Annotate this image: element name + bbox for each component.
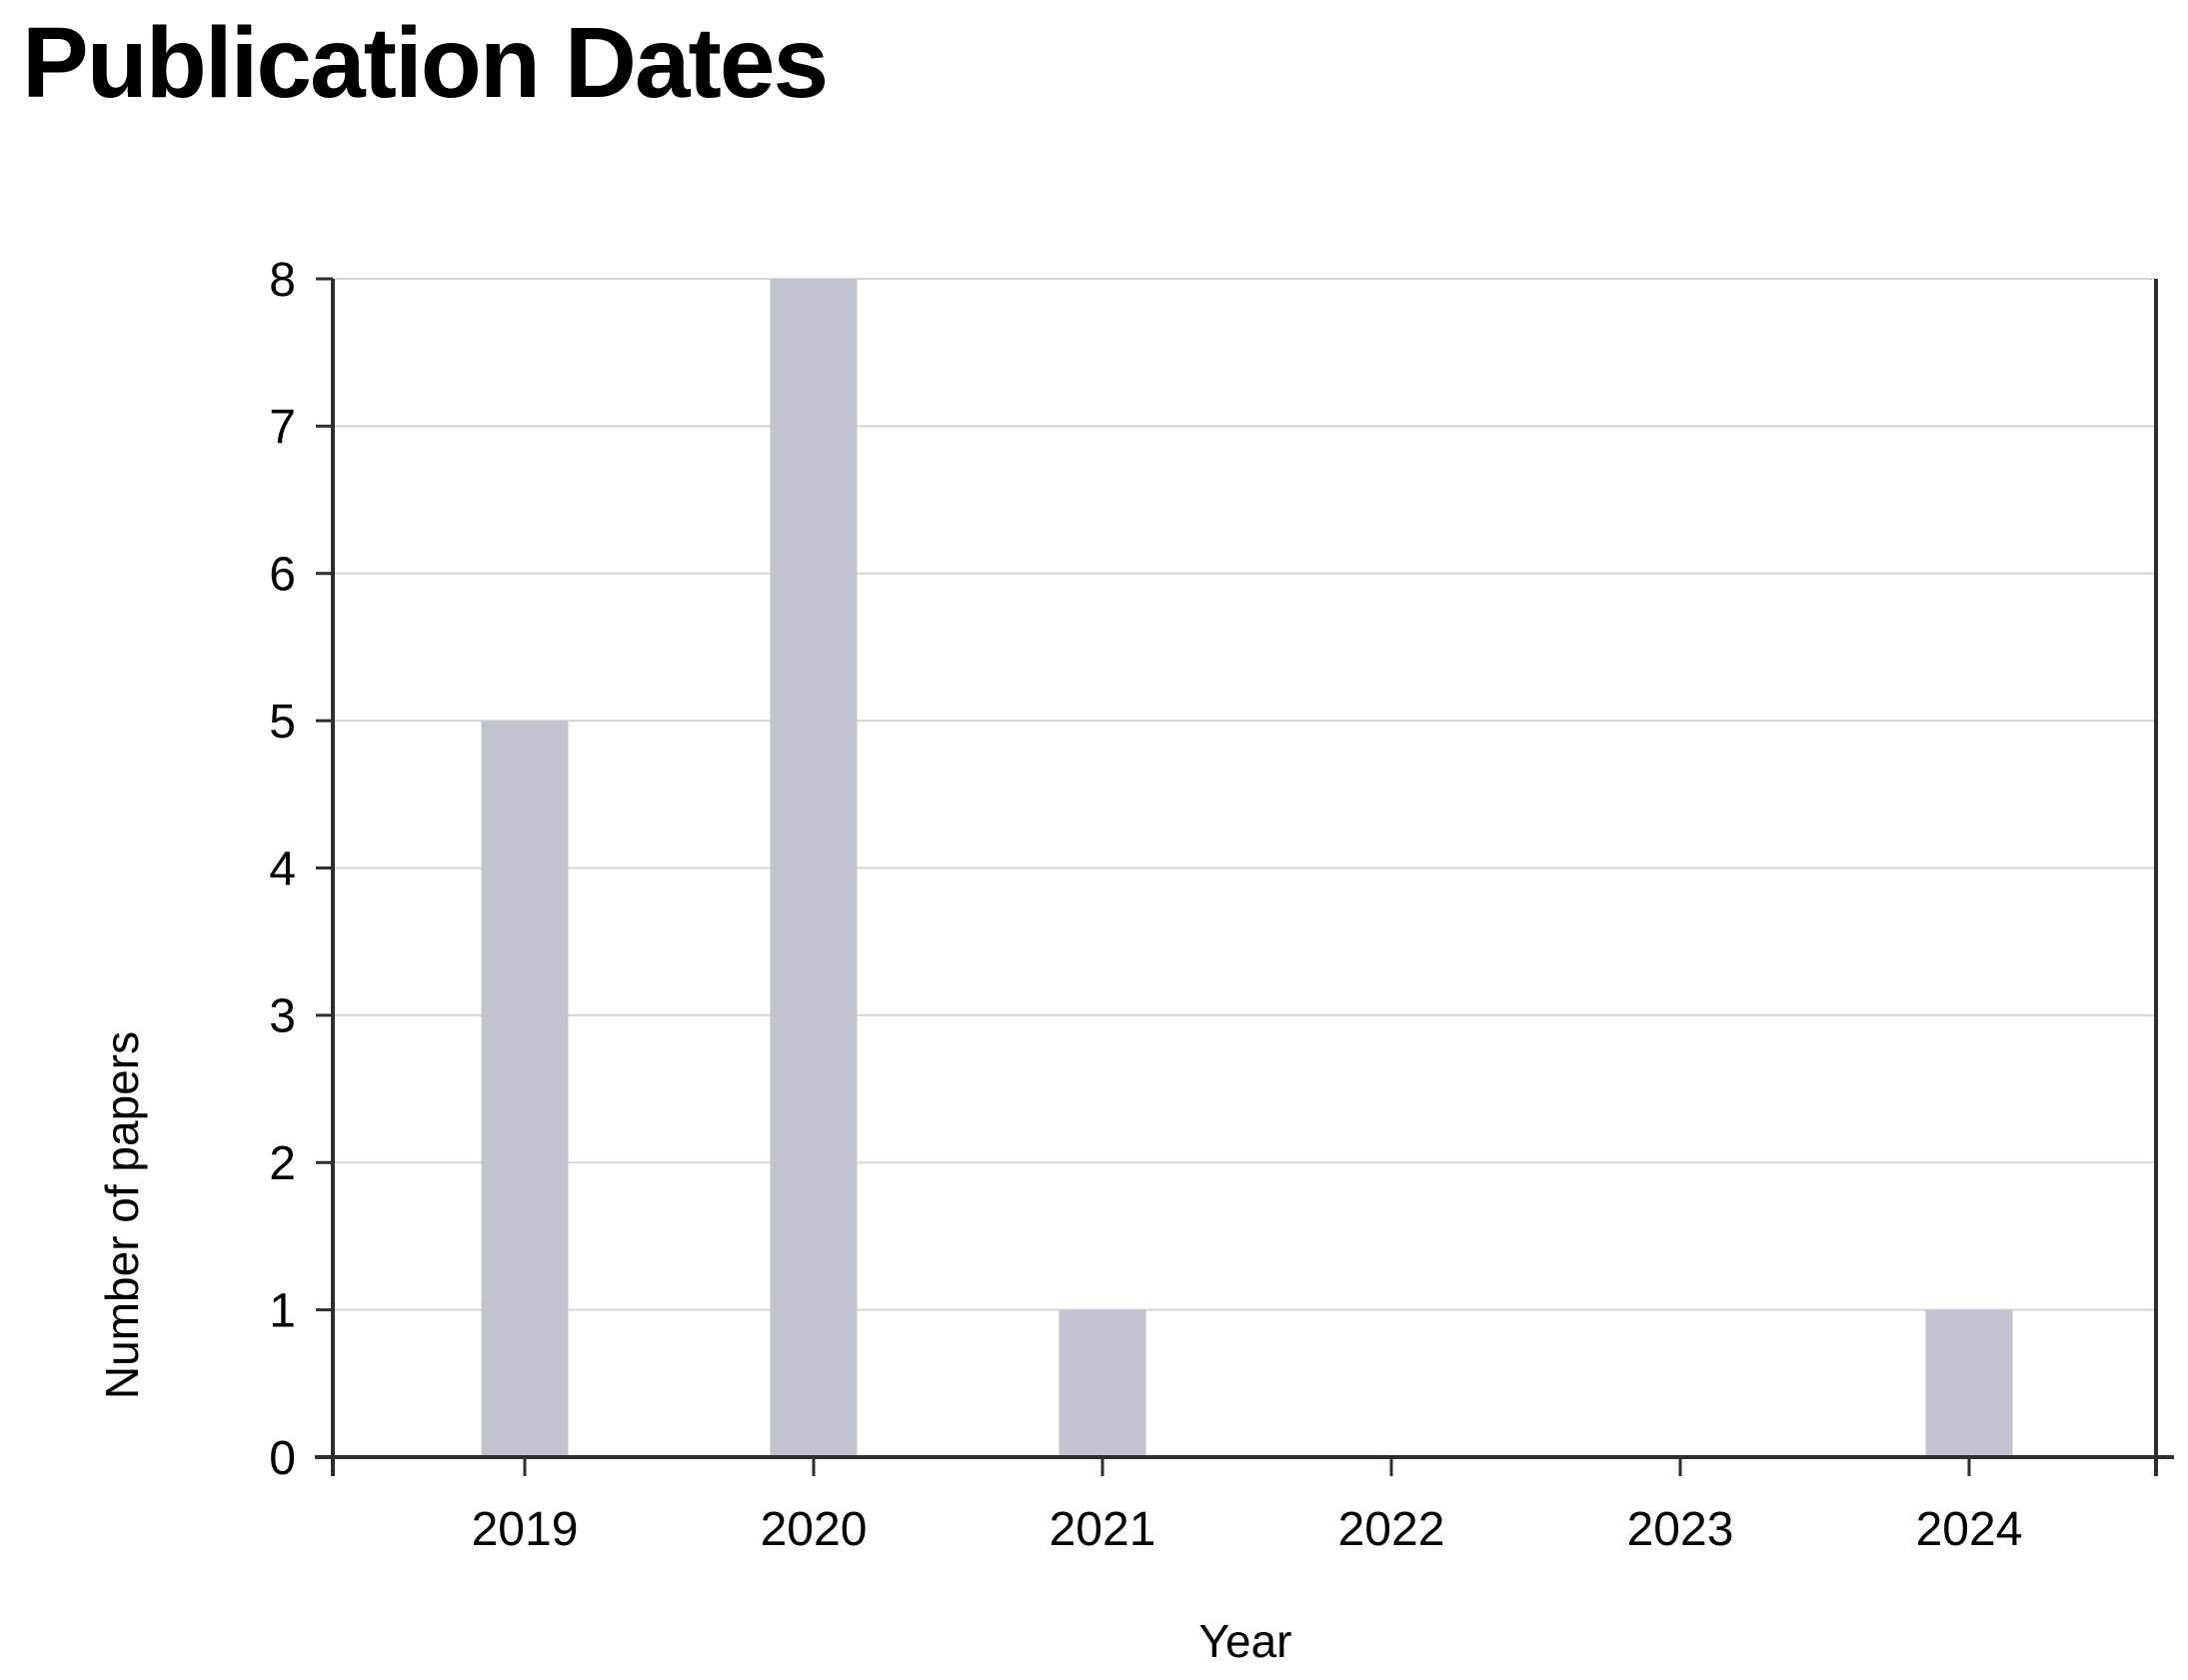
x-tick-label: 2024 (1916, 1503, 2023, 1556)
y-tick-label: 1 (269, 1284, 296, 1337)
bar-2024 (1925, 1309, 2013, 1457)
x-tick-label: 2020 (761, 1503, 868, 1556)
y-tick-label: 8 (269, 254, 296, 307)
bar-2021 (1059, 1309, 1146, 1457)
x-axis-label: Year (1198, 1615, 1292, 1667)
y-tick-label: 3 (269, 990, 296, 1043)
y-tick-label: 6 (269, 549, 296, 602)
bar-2019 (481, 721, 569, 1457)
y-tick-label: 7 (269, 401, 296, 454)
y-tick-label: 0 (269, 1432, 296, 1485)
y-tick-label: 4 (269, 842, 296, 895)
chart-title: Publication Dates (22, 7, 829, 119)
y-axis-label: Number of papers (96, 1030, 148, 1400)
x-tick-label: 2022 (1338, 1503, 1445, 1556)
x-tick-label: 2023 (1627, 1503, 1734, 1556)
x-tick-label: 2019 (472, 1503, 579, 1556)
y-tick-label: 2 (269, 1137, 296, 1190)
y-tick-label: 5 (269, 696, 296, 749)
bar-2020 (770, 279, 858, 1457)
x-tick-label: 2021 (1050, 1503, 1156, 1556)
